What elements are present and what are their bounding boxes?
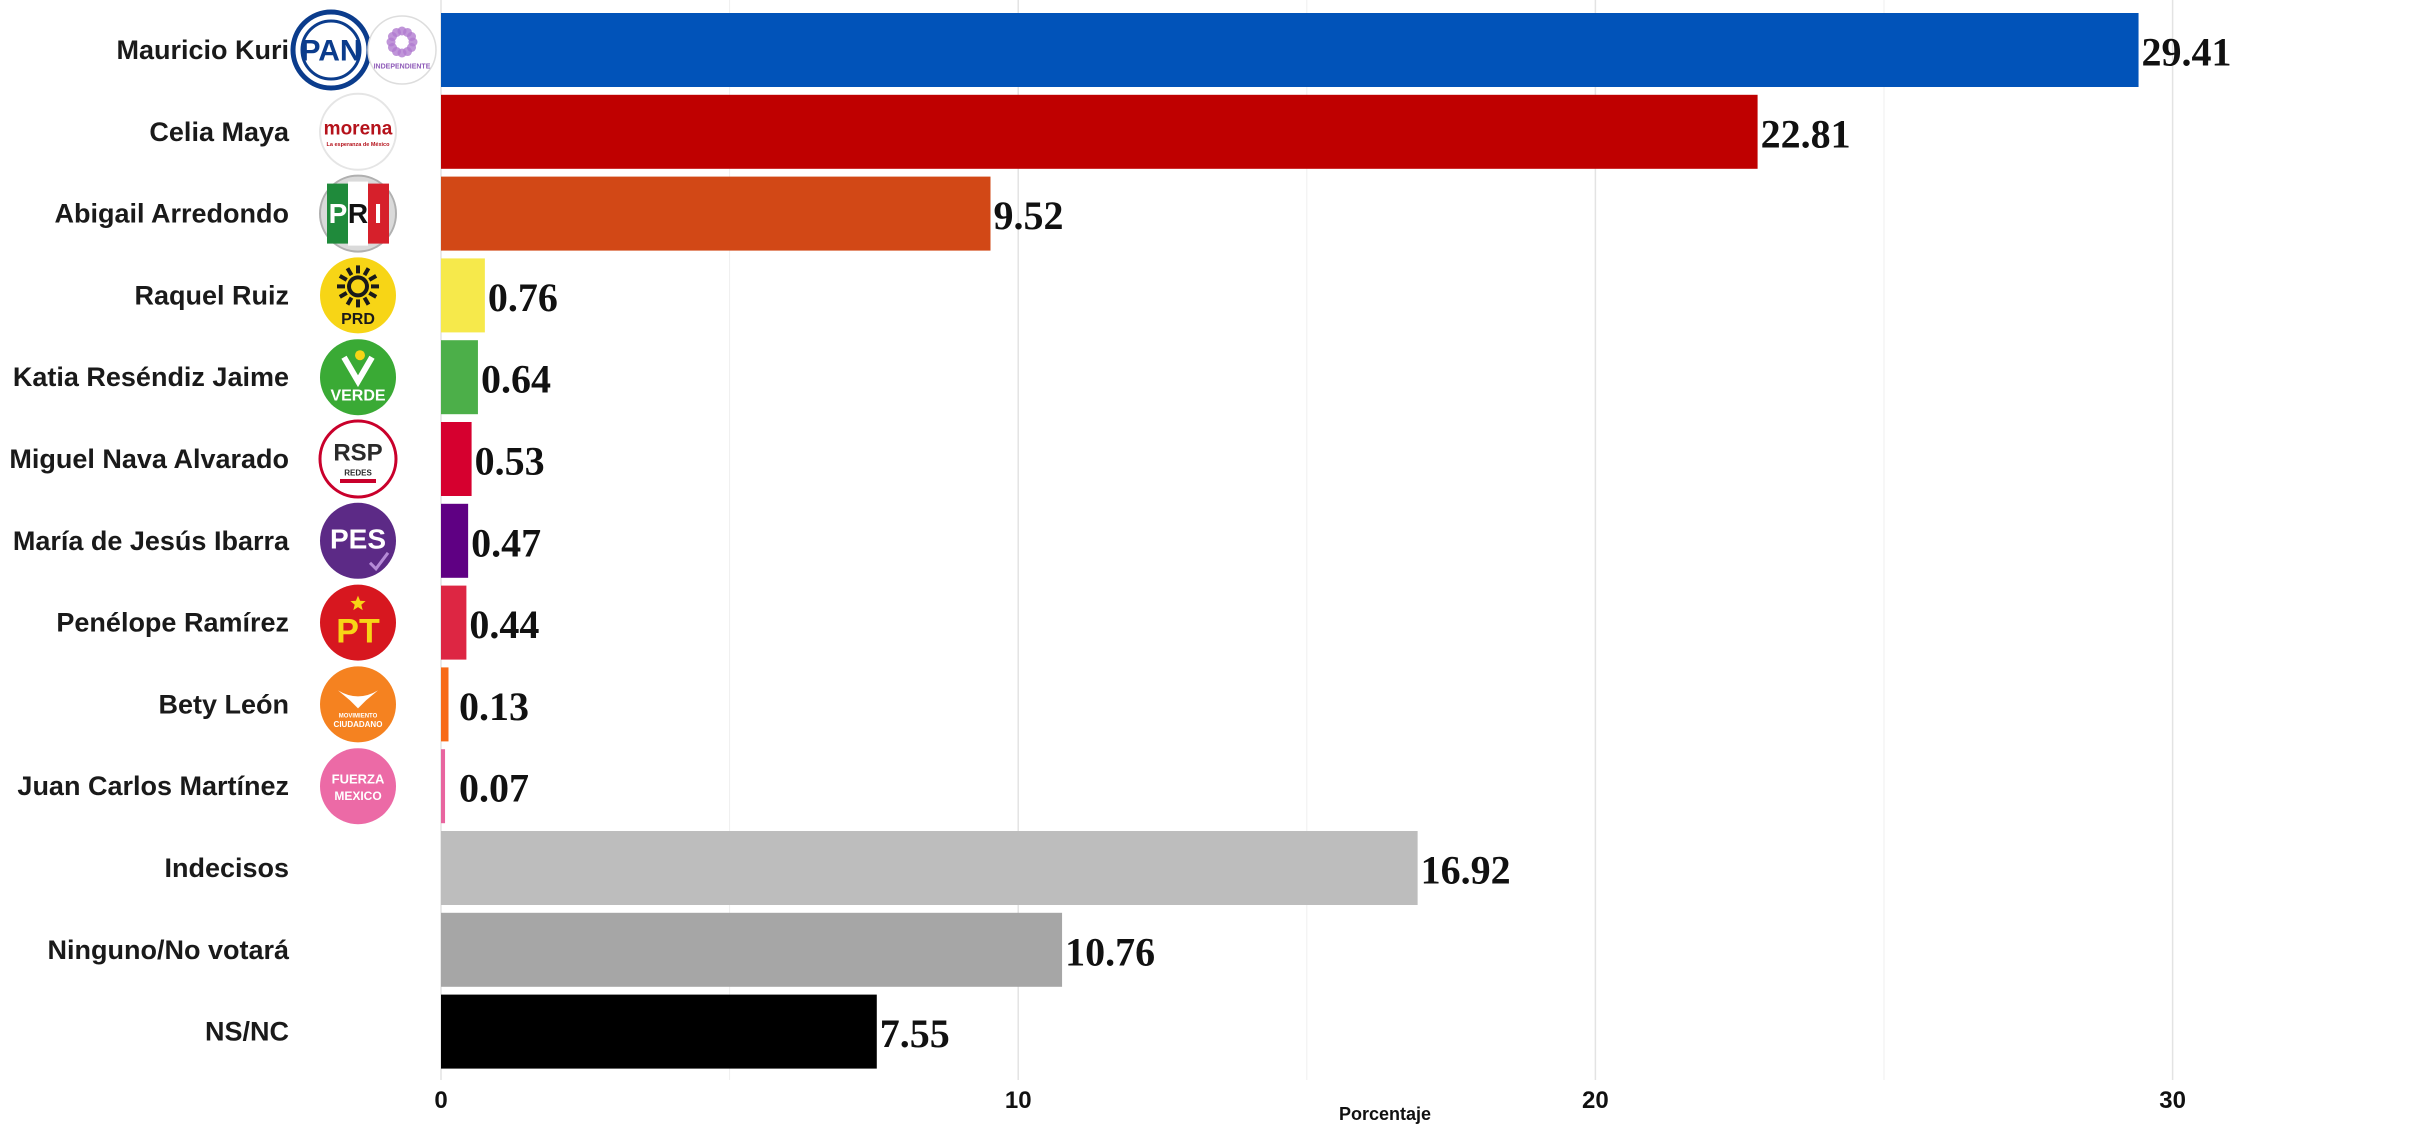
bar	[441, 340, 478, 415]
value-label: 7.55	[880, 1011, 950, 1056]
bars	[441, 13, 2139, 1069]
value-label: 0.13	[459, 684, 529, 729]
x-axis-title: Porcentaje	[1339, 1104, 1431, 1124]
category-label: Mauricio Kuri	[116, 35, 289, 65]
category-label: Celia Maya	[149, 117, 290, 147]
bar	[441, 667, 449, 742]
svg-text:INDEPENDIENTE: INDEPENDIENTE	[374, 64, 431, 71]
svg-text:MOVIMIENTO: MOVIMIENTO	[339, 713, 378, 719]
svg-text:P: P	[329, 198, 348, 229]
svg-text:PRD: PRD	[341, 311, 375, 328]
svg-text:La esperanza de México: La esperanza de México	[327, 142, 391, 148]
value-label: 10.76	[1065, 929, 1155, 974]
x-tick-label: 10	[1005, 1087, 1032, 1114]
pt-logo: PT	[320, 584, 396, 661]
category-labels: Mauricio Kuri Celia Maya Abigail Arredondo…	[9, 35, 290, 1047]
bar	[441, 503, 469, 578]
svg-text:R: R	[348, 198, 368, 229]
pan-logo: PAN	[290, 9, 372, 91]
svg-text:PAN: PAN	[300, 35, 361, 68]
svg-text:FUERZA: FUERZA	[332, 772, 385, 787]
svg-text:I: I	[374, 198, 382, 229]
bar	[441, 749, 446, 824]
bar	[441, 258, 485, 333]
category-label: Raquel Ruiz	[134, 280, 289, 310]
category-label: Juan Carlos Martínez	[17, 771, 289, 801]
bar	[441, 912, 1063, 987]
svg-text:RSP: RSP	[333, 440, 382, 467]
category-label: NS/NC	[205, 1017, 289, 1047]
svg-text:PES: PES	[330, 523, 386, 554]
bar	[441, 94, 1758, 169]
bar	[441, 585, 467, 660]
bar	[441, 176, 991, 251]
category-label: Katia Reséndiz Jaime	[13, 362, 289, 392]
svg-text:VERDE: VERDE	[330, 388, 385, 405]
value-label: 0.53	[475, 439, 545, 484]
value-label: 0.47	[471, 520, 541, 565]
value-label: 0.44	[469, 602, 539, 647]
svg-text:MEXICO: MEXICO	[334, 789, 381, 803]
value-label: 0.76	[488, 275, 558, 320]
morena-logo: morena La esperanza de México	[319, 92, 397, 171]
value-label: 0.64	[481, 357, 551, 402]
independiente-logo: INDEPENDIENTE	[367, 15, 437, 85]
rsp-logo: RSP REDES	[318, 419, 398, 499]
value-label: 16.92	[1421, 848, 1511, 893]
x-tick-label: 20	[1582, 1087, 1609, 1114]
pes-logo: PES	[320, 502, 396, 579]
value-label: 29.41	[2142, 30, 2232, 75]
x-tick-label: 0	[434, 1087, 447, 1114]
value-labels: 29.41 22.81 9.52 0.76 0.64 0.53 0.47 0.44 0.13 0.…	[459, 30, 2232, 1057]
svg-text:morena: morena	[324, 118, 393, 139]
bar	[441, 13, 2139, 87]
category-label: Abigail Arredondo	[55, 199, 290, 229]
category-label: Penélope Ramírez	[56, 608, 289, 638]
bar	[441, 831, 1418, 905]
value-label: 22.81	[1761, 111, 1851, 156]
prd-logo: PRD	[320, 257, 396, 334]
bar	[441, 994, 877, 1069]
category-label: Bety León	[158, 689, 289, 719]
category-label: Ninguno/No votará	[48, 935, 290, 965]
category-label: Indecisos	[164, 853, 289, 883]
bar	[441, 422, 472, 496]
category-label: Miguel Nava Alvarado	[9, 444, 289, 474]
svg-text:PT: PT	[336, 613, 380, 651]
x-axis-ticks: 0 10 20 30	[434, 1087, 2186, 1114]
category-label: María de Jesús Ibarra	[13, 526, 290, 556]
value-label: 0.07	[459, 766, 529, 811]
value-label: 9.52	[993, 193, 1063, 238]
party-logos: PAN INDEPENDIENTE morena La esperanza de Mé…	[290, 9, 437, 825]
x-tick-label: 30	[2159, 1087, 2186, 1114]
svg-text:CIUDADANO: CIUDADANO	[334, 720, 383, 729]
fuerza-mexico-logo: FUERZA MEXICO	[320, 748, 396, 825]
verde-logo: VERDE	[320, 339, 396, 416]
svg-text:REDES: REDES	[344, 469, 372, 478]
